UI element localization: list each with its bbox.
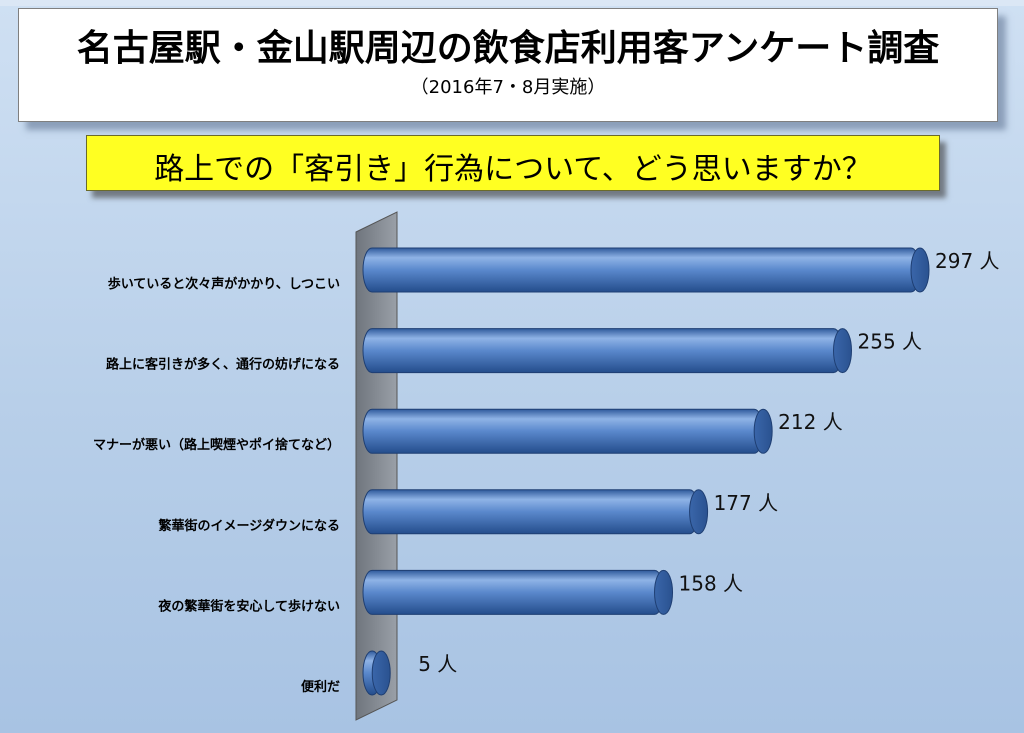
value-label-1: 297 人 <box>935 249 1000 273</box>
category-label-6: 便利だ <box>301 679 340 695</box>
bar-end-cap-6 <box>371 650 391 696</box>
category-label-3: マナーが悪い（路上喫煙やポイ捨てなど） <box>93 437 340 453</box>
category-label-1: 歩いていると次々声がかかり、しつこい <box>108 276 340 292</box>
bar-end-cap-3 <box>753 408 773 454</box>
category-label-4: 繁華街のイメージダウンになる <box>159 518 340 534</box>
value-label-2: 255 人 <box>858 330 923 354</box>
value-label-3: 212 人 <box>778 410 843 434</box>
bar-3 <box>362 408 764 454</box>
bar-end-cap-4 <box>689 489 709 535</box>
bar-end-cap-5 <box>654 569 674 615</box>
question-box: 路上での「客引き」行為について、どう思いますか？ <box>86 135 940 191</box>
bars-group: 歩いていると次々声がかかり、しつこい 297 人路上に客引きが多く、通行の妨げにな… <box>93 247 1000 696</box>
title-box: 名古屋駅・金山駅周辺の飲食店利用客アンケート調査 （2016年7・8月実施） <box>18 8 998 122</box>
bar-2 <box>362 328 844 374</box>
top-frame <box>0 0 1024 6</box>
category-label-2: 路上に客引きが多く、通行の妨げになる <box>106 357 340 373</box>
bar-end-cap-2 <box>833 328 853 374</box>
bar-5 <box>362 569 665 615</box>
bar-4 <box>362 489 700 535</box>
category-label-5: 夜の繁華街を安心して歩けない <box>157 598 340 614</box>
survey-period: （2016年7・8月実施） <box>410 77 606 98</box>
value-label-4: 177 人 <box>714 491 779 515</box>
question-text: 路上での「客引き」行為について、どう思いますか？ <box>154 152 872 187</box>
bar-1 <box>362 247 921 293</box>
value-label-5: 158 人 <box>679 571 744 595</box>
bar-end-cap-1 <box>910 247 930 293</box>
value-label-6: 5 人 <box>418 652 457 676</box>
survey-title: 名古屋駅・金山駅周辺の飲食店利用客アンケート調査 <box>76 28 940 69</box>
